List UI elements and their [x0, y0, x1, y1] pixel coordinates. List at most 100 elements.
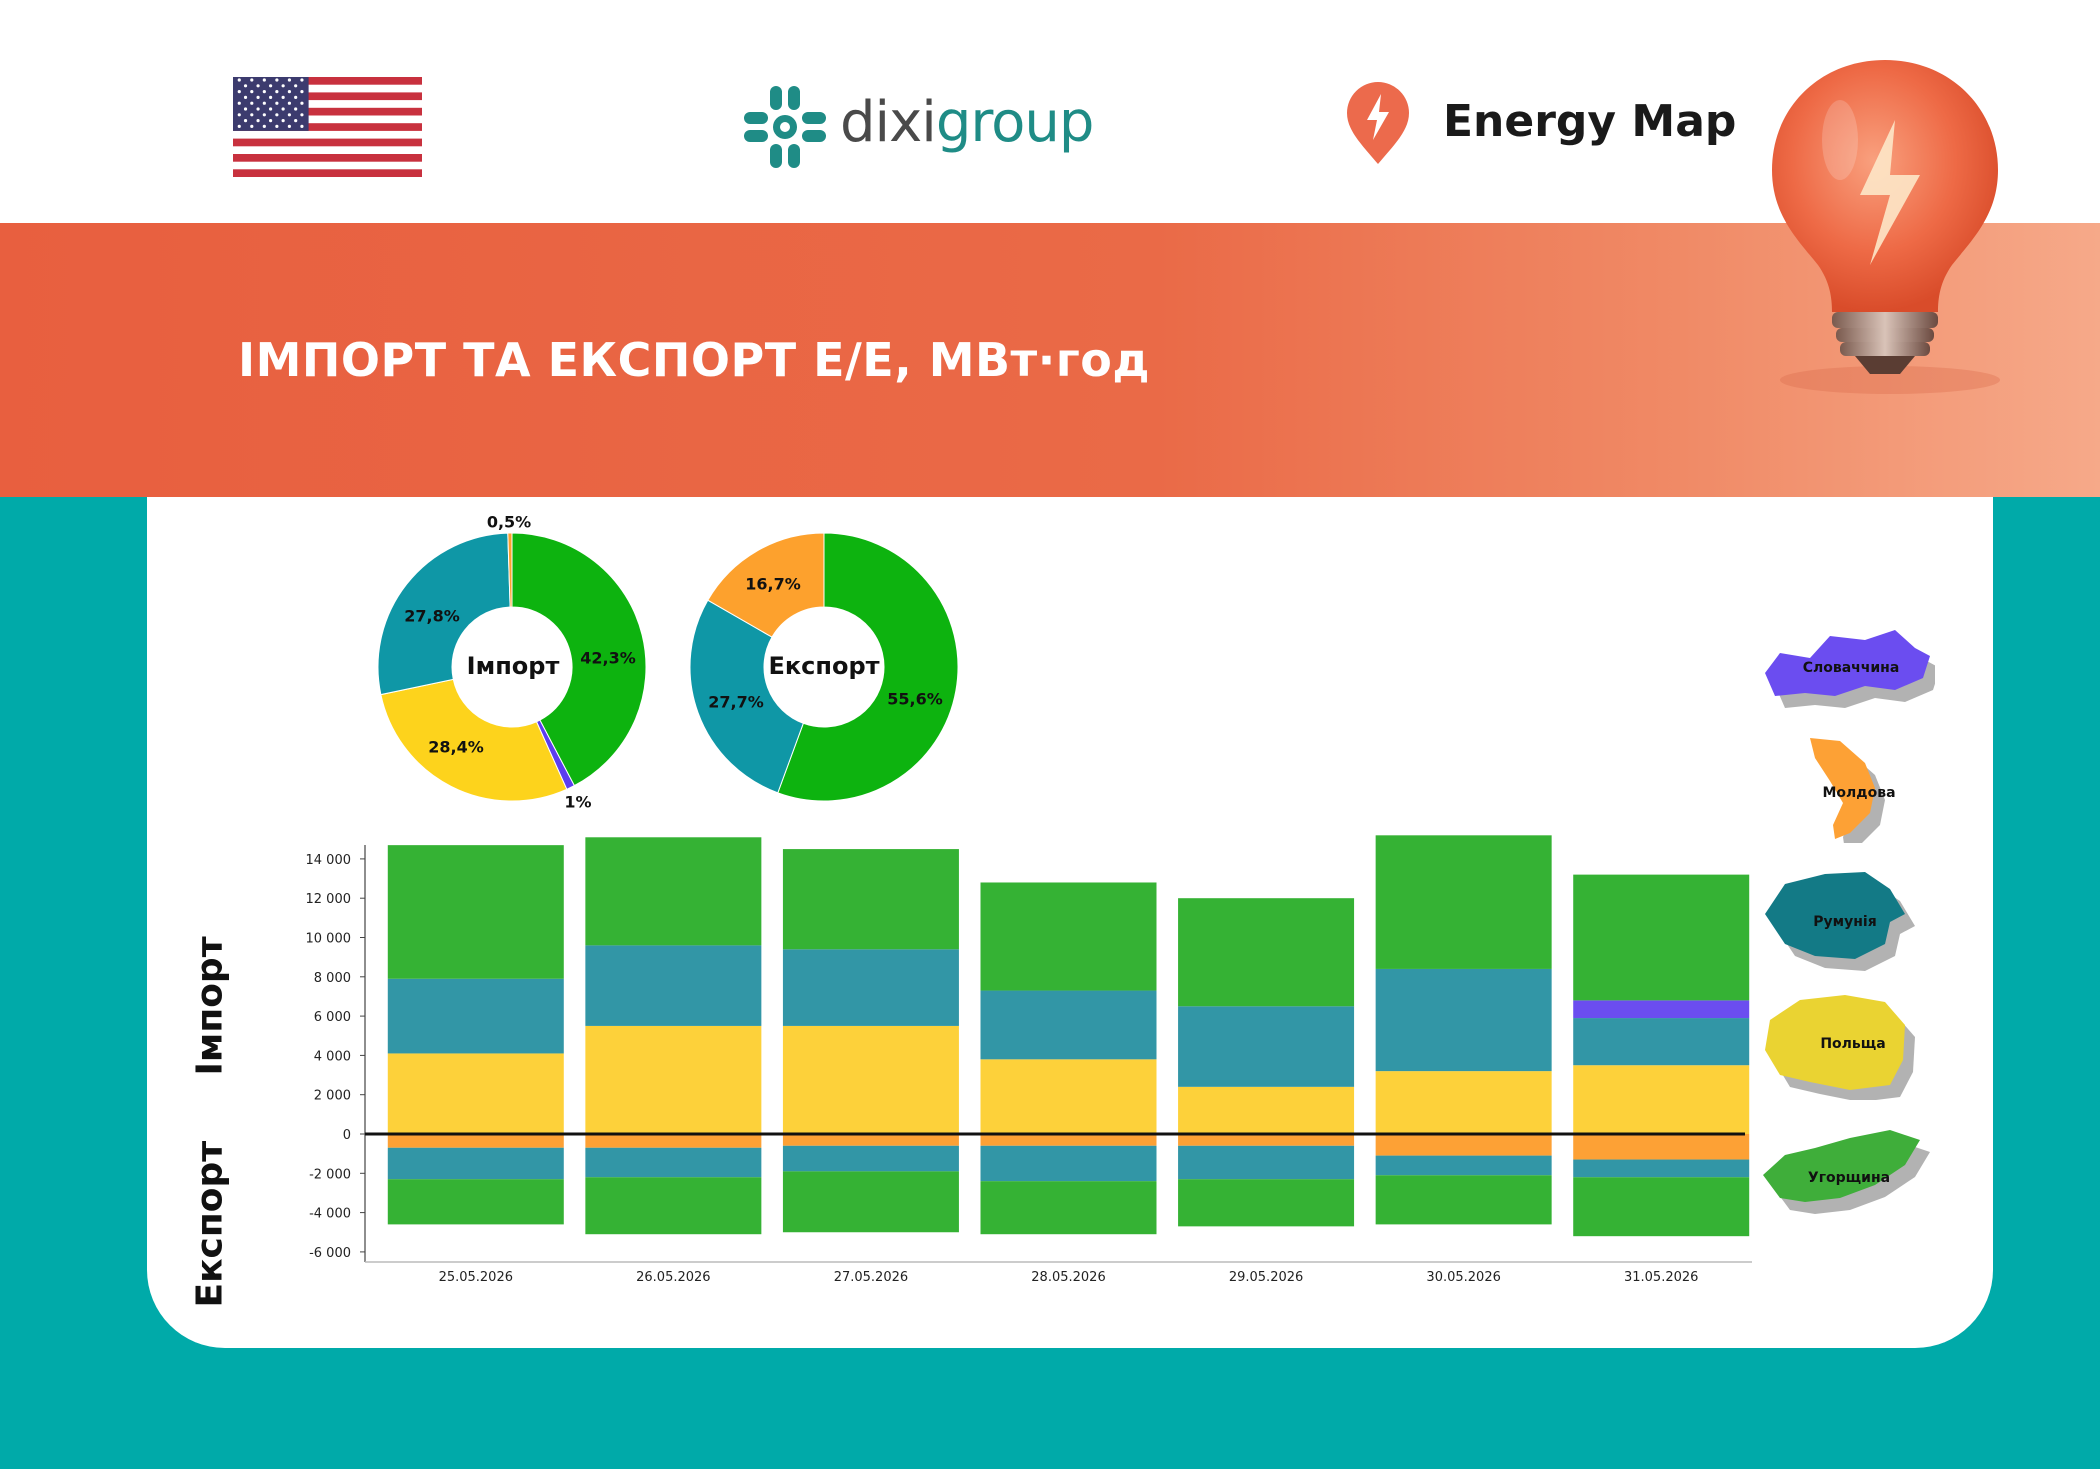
bar-segment — [980, 1134, 1157, 1146]
flag-star — [237, 124, 241, 128]
page-title: ІМПОРТ ТА ЕКСПОРТ Е/Е, МВт·год — [238, 333, 1150, 387]
import-donut-center-label: Імпорт — [466, 652, 560, 680]
flag-star — [294, 84, 298, 88]
legend-item: Молдова — [1755, 733, 1935, 851]
flag-star — [275, 113, 279, 117]
map-shape — [1765, 630, 1930, 696]
donut-slice-label: 27,8% — [404, 606, 460, 626]
flag-star — [300, 90, 304, 94]
bar-segment — [1573, 1159, 1750, 1178]
flag-star — [243, 107, 248, 111]
flag-star — [243, 119, 248, 123]
bar-segment — [585, 837, 762, 946]
x-tick-label: 27.05.2026 — [834, 1270, 908, 1285]
flag-star — [287, 90, 291, 94]
bar-segment — [1573, 1065, 1750, 1134]
y-tick-label: -2 000 — [309, 1167, 351, 1182]
donut-slice-label: 28,4% — [428, 737, 484, 757]
bar-segment — [387, 845, 564, 979]
bar-segment — [1178, 1179, 1355, 1227]
legend-item: Польща — [1755, 990, 1935, 1102]
legend-item: Угорщина — [1755, 1120, 1935, 1230]
flag-star — [275, 90, 279, 94]
x-tick-label: 25.05.2026 — [439, 1270, 513, 1285]
bar-segment — [1375, 1134, 1552, 1156]
donut-slice — [511, 532, 647, 787]
y-tick-label: 8 000 — [314, 971, 351, 986]
hungary-map-icon — [1763, 1130, 1930, 1214]
bar-segment — [782, 949, 959, 1026]
export-donut-svg — [689, 532, 959, 802]
bar-segment — [1375, 835, 1552, 969]
import-donut-chart: Імпорт 42,3% 1% 28,4% 27,8% 0,5% — [377, 513, 647, 812]
us-flag-icon[interactable] — [233, 77, 422, 177]
header-bar: dixigroup Energy Map — [0, 0, 2100, 223]
dixigroup-wordmark-part1: dixi — [840, 90, 937, 155]
donut-slice-label: 55,6% — [887, 689, 943, 709]
flag-star — [275, 101, 279, 105]
flag-star — [300, 78, 304, 82]
x-tick-label: 26.05.2026 — [636, 1270, 710, 1285]
flag-star — [250, 101, 254, 105]
bar-segment — [980, 1181, 1157, 1235]
bar-segment — [1178, 898, 1355, 1007]
donut-slice — [777, 532, 959, 802]
flag-star — [269, 84, 273, 88]
flag-star — [250, 124, 254, 128]
flag-star — [275, 78, 279, 82]
donut-slice-label: 27,7% — [708, 692, 764, 712]
flag-star — [256, 95, 260, 99]
dixigroup-wordmark-part2: group — [935, 90, 1095, 155]
bar-segment — [1573, 874, 1750, 1001]
y-tick-label: 4 000 — [314, 1049, 351, 1064]
bar-segment — [1375, 968, 1552, 1072]
y-tick-label: 0 — [343, 1128, 351, 1143]
y-tick-label: -4 000 — [309, 1207, 351, 1222]
bar-segment — [585, 1025, 762, 1134]
bar-segment — [782, 1145, 959, 1172]
dixigroup-wordmark: dixigroup — [840, 90, 1095, 155]
legend-label: Молдова — [1822, 785, 1896, 801]
bar-segment — [782, 1171, 959, 1233]
bar-segment — [782, 1134, 959, 1146]
legend-label: Польща — [1820, 1036, 1886, 1052]
flag-star — [287, 124, 291, 128]
energy-map-logo[interactable]: Energy Map — [1343, 80, 1736, 170]
export-donut-center-label: Експорт — [768, 652, 880, 680]
donut-slice-label: 16,7% — [745, 574, 801, 594]
bar-segment — [387, 1134, 564, 1148]
flag-star — [281, 107, 285, 111]
bar-segment — [585, 1147, 762, 1178]
flag-star — [294, 95, 298, 99]
map-shape — [1810, 738, 1875, 839]
bar-segment — [1178, 1086, 1355, 1134]
flag-star — [269, 119, 273, 123]
map-shape — [1765, 995, 1905, 1090]
flag-star — [294, 119, 298, 123]
donut-slice — [377, 532, 511, 696]
bar-segment — [1178, 1145, 1355, 1180]
flag-star — [237, 101, 241, 105]
flag-star — [237, 90, 241, 94]
bar-segment — [387, 978, 564, 1054]
lightbulb-icon — [1772, 60, 2000, 394]
y-tick-label: 12 000 — [306, 892, 352, 907]
dixigroup-logo[interactable]: dixigroup — [740, 82, 1120, 172]
flag-star — [300, 113, 304, 117]
y-tick-label: 2 000 — [314, 1089, 351, 1104]
flag-star — [262, 90, 266, 94]
bar-segment — [1375, 1175, 1552, 1225]
legend-label: Словаччина — [1802, 660, 1900, 676]
bar-segment — [387, 1179, 564, 1225]
map-shape — [1763, 1130, 1920, 1202]
flag-star — [287, 113, 291, 117]
donut-slice — [507, 532, 513, 608]
bar-segment — [1573, 1177, 1750, 1237]
bar-segment — [1573, 1018, 1750, 1066]
flag-star — [269, 107, 273, 111]
donut-slice-label: 1% — [564, 792, 592, 812]
bar-segment — [980, 1145, 1157, 1182]
bar-segment — [980, 1059, 1157, 1134]
donut-slice — [380, 678, 568, 802]
flag-star — [243, 95, 248, 99]
